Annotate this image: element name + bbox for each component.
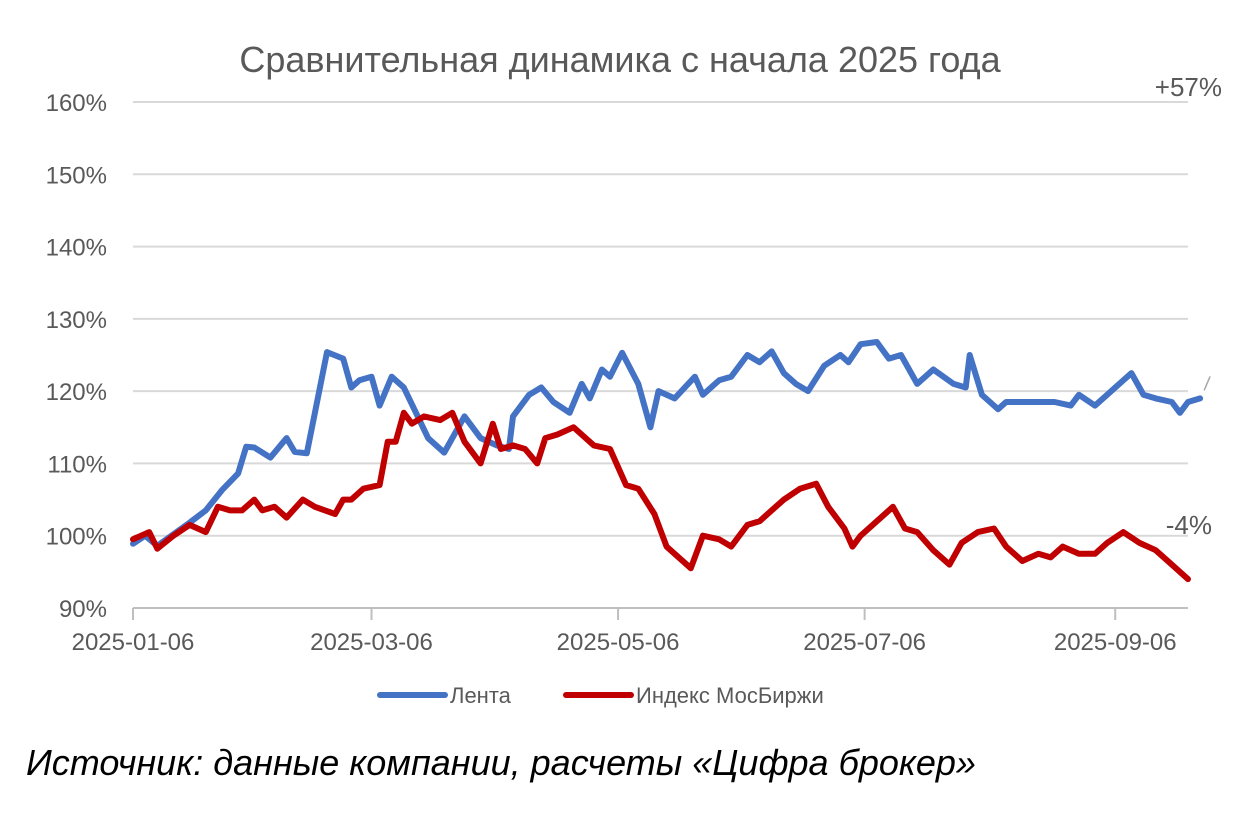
y-tick-label: 100% — [46, 524, 107, 551]
legend-label-2: Индекс МосБиржи — [636, 683, 824, 708]
y-tick-label: 110% — [47, 451, 107, 478]
end-label-leader — [1203, 376, 1211, 391]
y-tick-label: 150% — [46, 162, 107, 189]
y-tick-label: 120% — [46, 379, 107, 406]
y-tick-label: 90% — [59, 596, 107, 623]
end-labels: +57% -4% — [1155, 72, 1222, 540]
y-tick-label: 130% — [46, 307, 107, 334]
end-label-lenta: +57% — [1155, 72, 1222, 102]
x-tick-label: 2025-09-06 — [1054, 629, 1177, 656]
x-tick-label: 2025-03-06 — [310, 629, 433, 656]
x-tick-label: 2025-05-06 — [557, 629, 680, 656]
x-tick-label: 2025-01-06 — [72, 629, 195, 656]
series-line-1 — [130, 339, 1204, 549]
x-axis: 2025-01-06 2025-03-06 2025-05-06 2025-07-06… — [72, 607, 1188, 656]
y-tick-label: 140% — [46, 235, 107, 262]
series-line-2 — [130, 409, 1191, 583]
y-axis: 90% 100% 110% 120% 130% 140% 150% 160% — [46, 90, 107, 623]
y-tick-label: 160% — [46, 90, 107, 117]
chart-title: Сравнительная динамика с начала 2025 год… — [239, 39, 1001, 80]
series-lines — [130, 339, 1204, 583]
grid — [133, 101, 1188, 537]
legend-label-1: Лента — [450, 683, 512, 708]
end-label-moex: -4% — [1166, 510, 1212, 540]
source-note: Источник: данные компании, расчеты «Цифр… — [26, 742, 976, 783]
x-tick-label: 2025-07-06 — [803, 629, 926, 656]
legend: Лента Индекс МосБиржи — [377, 683, 824, 708]
